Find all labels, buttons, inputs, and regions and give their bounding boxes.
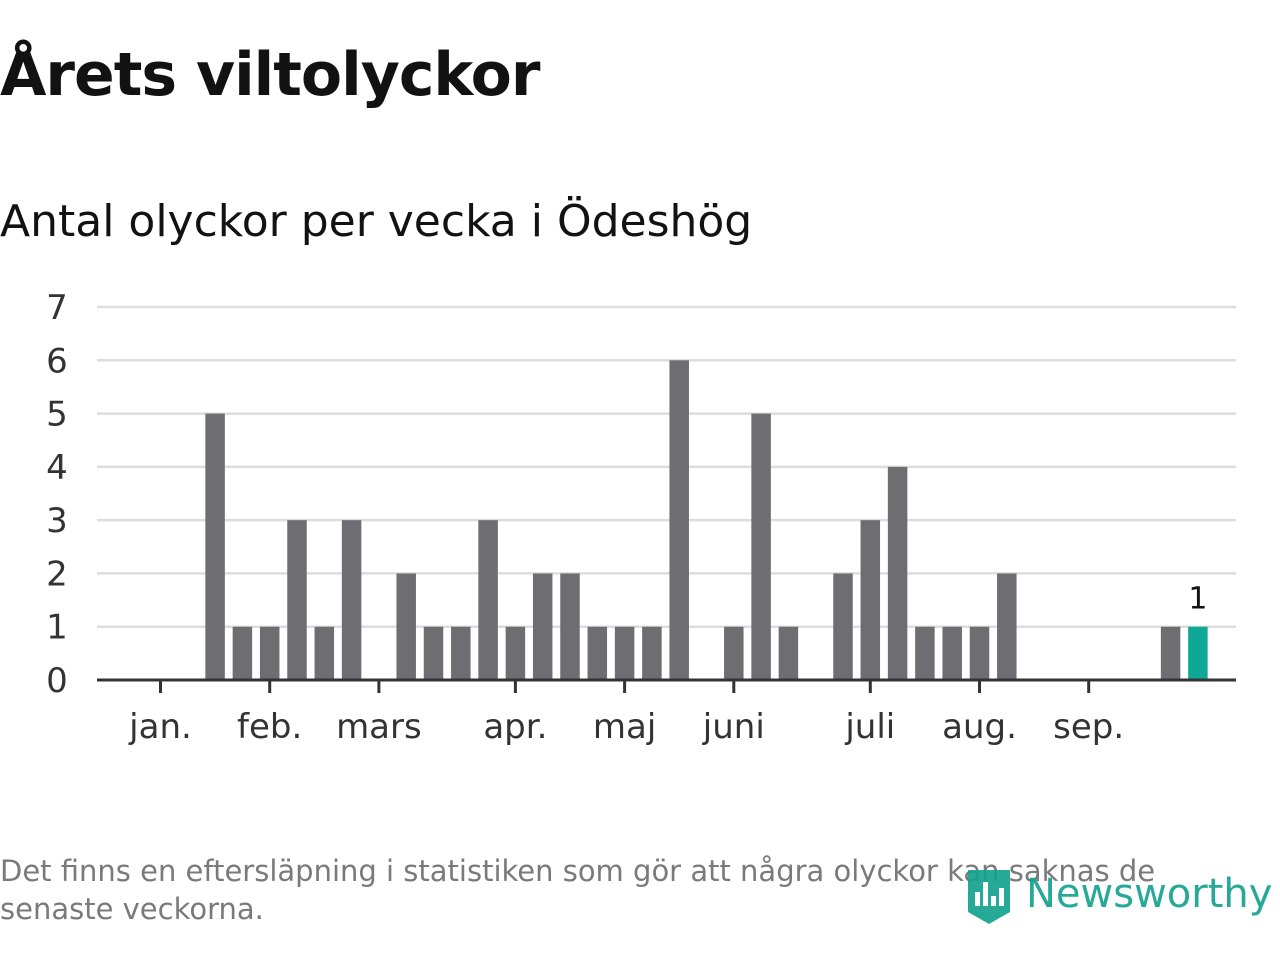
bar bbox=[505, 626, 526, 680]
bars bbox=[205, 360, 1208, 680]
y-tick-label: 4 bbox=[46, 448, 68, 488]
chart-subtitle: Antal olyckor per vecka i Ödeshög bbox=[0, 196, 753, 247]
bar bbox=[887, 466, 908, 680]
x-axis-ticks: jan. feb. mars apr. maj juni juli aug. sep. bbox=[128, 680, 1124, 747]
x-tick-label: maj bbox=[593, 707, 656, 747]
bar bbox=[1160, 626, 1181, 680]
bar bbox=[205, 413, 225, 680]
bar bbox=[969, 626, 990, 680]
x-tick-label: sep. bbox=[1053, 707, 1124, 747]
footnote: Det finns en eftersläpning i statistiken… bbox=[0, 854, 1156, 926]
bar bbox=[287, 520, 307, 680]
y-tick-label: 0 bbox=[46, 661, 68, 701]
bar bbox=[314, 626, 335, 680]
data-labels: 1 bbox=[1188, 582, 1207, 617]
bar bbox=[478, 520, 498, 680]
bar-highlight bbox=[1188, 626, 1208, 680]
bar bbox=[751, 413, 771, 680]
chart-title: Årets viltolyckor bbox=[0, 40, 540, 110]
bar bbox=[259, 626, 280, 680]
brand-name: Newsworthy bbox=[1026, 871, 1273, 917]
newsworthy-logo-icon bbox=[968, 870, 1010, 924]
y-tick-label: 2 bbox=[46, 554, 68, 594]
x-tick-label: jan. bbox=[128, 707, 192, 747]
x-tick-label: mars bbox=[336, 707, 422, 747]
bar bbox=[560, 573, 580, 680]
bar bbox=[942, 626, 962, 680]
bar bbox=[614, 626, 635, 680]
bar bbox=[587, 626, 608, 680]
bar bbox=[915, 626, 935, 680]
bar bbox=[532, 573, 553, 680]
bar bbox=[642, 626, 662, 680]
bar bbox=[423, 626, 444, 680]
bar bbox=[341, 520, 362, 680]
gridlines bbox=[97, 305, 1236, 628]
bar bbox=[232, 626, 253, 680]
x-tick-label: apr. bbox=[483, 707, 547, 747]
bar bbox=[833, 573, 853, 680]
bar bbox=[778, 626, 799, 680]
y-tick-label: 6 bbox=[46, 341, 68, 381]
y-tick-label: 7 bbox=[46, 288, 68, 328]
bar bbox=[997, 573, 1017, 680]
bar bbox=[451, 626, 471, 680]
y-tick-label: 3 bbox=[46, 501, 68, 541]
bar bbox=[669, 360, 689, 680]
y-axis-ticks: 0 1 2 3 4 5 6 7 bbox=[46, 288, 68, 701]
bar-chart: 0 1 2 3 4 5 6 7 1 jan. feb. mars apr. maj juni juli au… bbox=[46, 288, 1236, 747]
bar bbox=[396, 573, 416, 680]
x-tick-label: juli bbox=[844, 707, 895, 747]
y-tick-label: 5 bbox=[46, 395, 68, 435]
bar bbox=[724, 626, 744, 680]
bar-value-label: 1 bbox=[1188, 582, 1207, 617]
y-tick-label: 1 bbox=[46, 608, 68, 648]
newsworthy-logo: Newsworthy bbox=[964, 862, 1272, 926]
x-tick-label: feb. bbox=[237, 707, 302, 747]
x-tick-label: aug. bbox=[942, 707, 1017, 747]
bar bbox=[860, 520, 881, 680]
x-tick-label: juni bbox=[702, 707, 765, 747]
